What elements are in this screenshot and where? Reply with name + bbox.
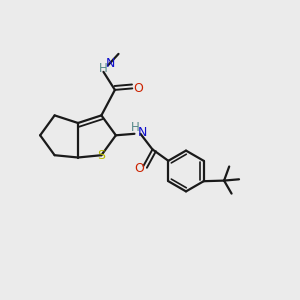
- Text: N: N: [105, 57, 115, 70]
- Text: H: H: [131, 121, 140, 134]
- Text: O: O: [133, 82, 142, 95]
- Text: S: S: [98, 149, 105, 162]
- Text: N: N: [137, 126, 147, 140]
- Text: O: O: [134, 162, 144, 176]
- Text: H: H: [99, 62, 108, 75]
